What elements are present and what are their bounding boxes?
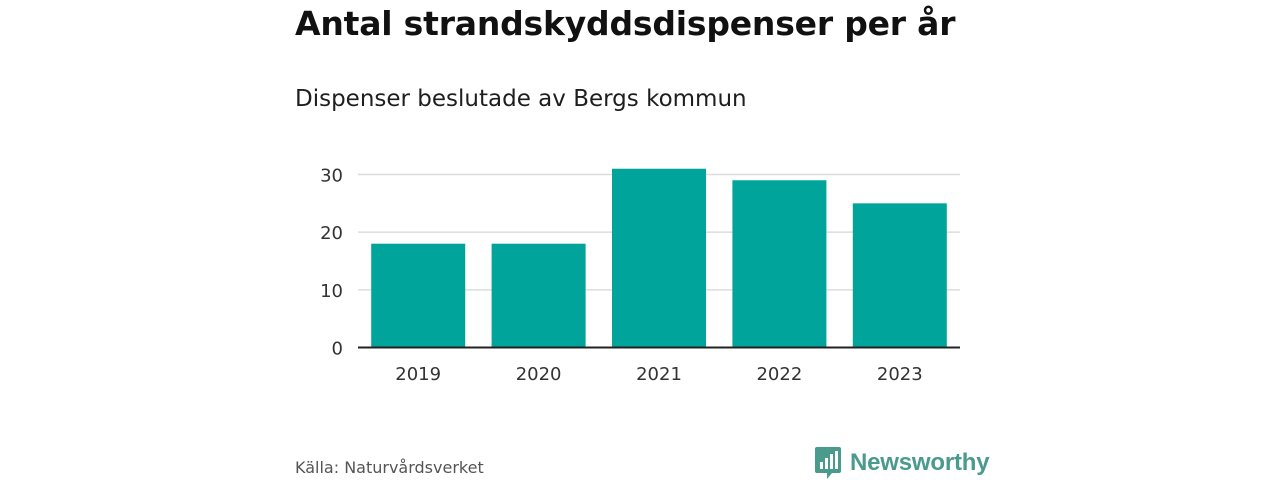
y-tick-label: 0	[332, 339, 343, 360]
y-tick-label: 30	[320, 166, 343, 187]
bar-2023	[852, 203, 947, 348]
bar-chart-icon	[815, 447, 841, 479]
x-tick-label: 2022	[756, 364, 802, 385]
y-tick-label: 20	[320, 223, 343, 244]
x-tick-label: 2020	[516, 364, 562, 385]
x-tick-label: 2021	[636, 364, 682, 385]
bar-2021	[612, 168, 706, 348]
chart-subtitle: Dispenser beslutade av Bergs kommun	[295, 86, 747, 112]
brand-name: Newsworthy	[850, 449, 990, 476]
bar-2022	[732, 180, 827, 348]
source-note: Källa: Naturvårdsverket	[295, 458, 484, 477]
bar-chart: 0 10 20 30 2019 2020 2021 2022 2023	[320, 166, 960, 385]
chart-title: Antal strandskyddsdispenser per år	[295, 4, 956, 43]
x-tick-label: 2023	[877, 364, 923, 385]
y-tick-label: 10	[320, 281, 343, 302]
x-tick-label: 2019	[395, 364, 441, 385]
bar-2020	[491, 243, 586, 348]
bar-2019	[371, 243, 466, 348]
newsworthy-logo: Newsworthy	[814, 446, 990, 480]
